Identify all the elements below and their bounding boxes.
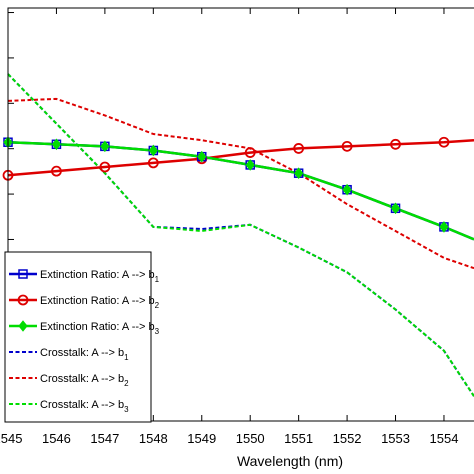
legend-marker [18, 269, 28, 279]
x-tick-label: 1545 [0, 431, 22, 446]
series-3-marker [148, 144, 158, 157]
x-tick-label: 1548 [139, 431, 168, 446]
x-tick-label: 1551 [284, 431, 313, 446]
legend-entry: Crosstalk: A --> b2 [9, 373, 129, 388]
x-ticks: 1545 1546 1547 1548 1549 1550 1551 1552 1553 1554 [0, 8, 458, 446]
series-3-marker [197, 150, 207, 163]
x-tick-label: 1547 [90, 431, 119, 446]
series-2-marker [51, 165, 62, 177]
series-line-1 [7, 140, 474, 241]
legend-entry: Crosstalk: A --> b1 [9, 347, 129, 362]
series-line-5 [7, 97, 474, 270]
series-2-marker [341, 140, 353, 152]
legend-marker [18, 320, 28, 332]
series-3-marker [245, 159, 255, 171]
series-2-marker [244, 147, 256, 158]
series-2-marker [438, 136, 450, 148]
series-line-2 [7, 138, 474, 177]
x-tick-label: 1549 [187, 431, 216, 446]
series-3-marker [100, 140, 110, 153]
series-3-marker [342, 183, 352, 196]
series-2-marker [390, 138, 401, 150]
series-2-marker [99, 161, 111, 173]
legend-entry: Extinction Ratio: A --> b2 [9, 294, 160, 310]
legend-marker [17, 294, 29, 306]
series-line-3 [7, 140, 474, 241]
series-2-marker [147, 157, 159, 169]
legend-label: Crosstalk: A --> b3 [40, 399, 129, 414]
series-3-marker [439, 221, 449, 233]
x-tick-label: 1553 [381, 431, 410, 446]
legend-entry: Crosstalk: A --> b3 [9, 399, 129, 414]
legend-entry: Extinction Ratio: A --> b3 [9, 320, 160, 336]
series-2-marker [293, 143, 305, 154]
series-3-marker [51, 138, 62, 151]
legend-entry: Extinction Ratio: A --> b1 [9, 269, 160, 284]
x-tick-label: 1550 [236, 431, 265, 446]
plot-frame [7, 7, 474, 422]
x-tick-label: 1554 [430, 431, 459, 446]
series-3-marker [390, 202, 401, 215]
legend-label: Extinction Ratio: A --> b1 [40, 269, 160, 284]
x-axis-label: Wavelength (nm) [237, 453, 343, 469]
legend-label: Extinction Ratio: A --> b2 [40, 295, 160, 310]
legend: Extinction Ratio: A --> b1 Extinction Rat… [4, 251, 160, 423]
legend-label: Crosstalk: A --> b2 [40, 373, 129, 388]
x-tick-label: 1552 [333, 431, 362, 446]
legend-box [4, 251, 152, 423]
series-line-6 [7, 73, 474, 397]
series-3-marker [294, 167, 304, 180]
x-tick-label: 1546 [42, 431, 71, 446]
plot-markers [2, 136, 450, 233]
legend-label: Extinction Ratio: A --> b3 [40, 321, 160, 336]
legend-label: Crosstalk: A --> b1 [40, 347, 129, 362]
